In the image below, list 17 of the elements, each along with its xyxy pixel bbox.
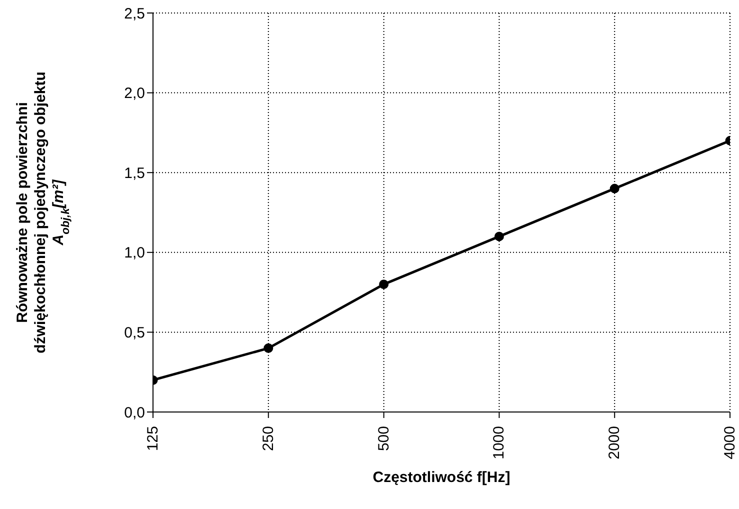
y-tick-label: 2,5 — [124, 5, 145, 22]
point — [379, 280, 389, 290]
point — [264, 343, 274, 353]
x-tick-label: 500 — [375, 426, 392, 452]
x-tick-label: 4000 — [722, 426, 738, 460]
point — [610, 184, 620, 194]
x-tick-label: 125 — [144, 426, 162, 452]
point — [494, 232, 504, 242]
x-tick-label: 1000 — [490, 426, 508, 460]
y-tick-label: 2,0 — [124, 85, 145, 102]
x-axis-title: Częstotliwość f[Hz] — [372, 469, 510, 486]
x-tick-label: 250 — [260, 426, 277, 452]
y-tick-label: 0,5 — [124, 324, 145, 342]
y-tick-label: 0,0 — [124, 404, 145, 422]
y-tick-label: 1,0 — [124, 244, 145, 262]
y-tick-label: 1,5 — [124, 164, 145, 182]
x-tick-label: 2000 — [606, 426, 624, 460]
